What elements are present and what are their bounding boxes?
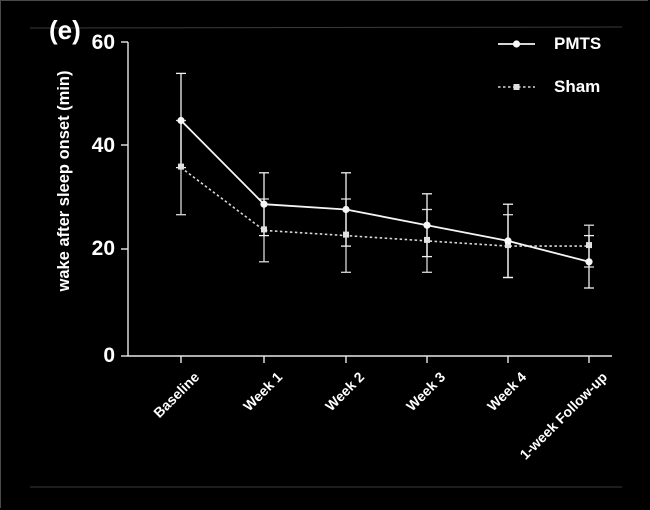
svg-text:(e): (e) — [49, 15, 81, 45]
svg-text:Sham: Sham — [554, 77, 600, 96]
svg-text:0: 0 — [103, 344, 115, 367]
svg-text:wake after sleep onset (min): wake after sleep onset (min) — [55, 71, 73, 293]
svg-text:40: 40 — [92, 134, 115, 157]
svg-text:20: 20 — [92, 237, 115, 260]
svg-text:60: 60 — [92, 31, 115, 54]
svg-text:PMTS: PMTS — [554, 34, 601, 53]
